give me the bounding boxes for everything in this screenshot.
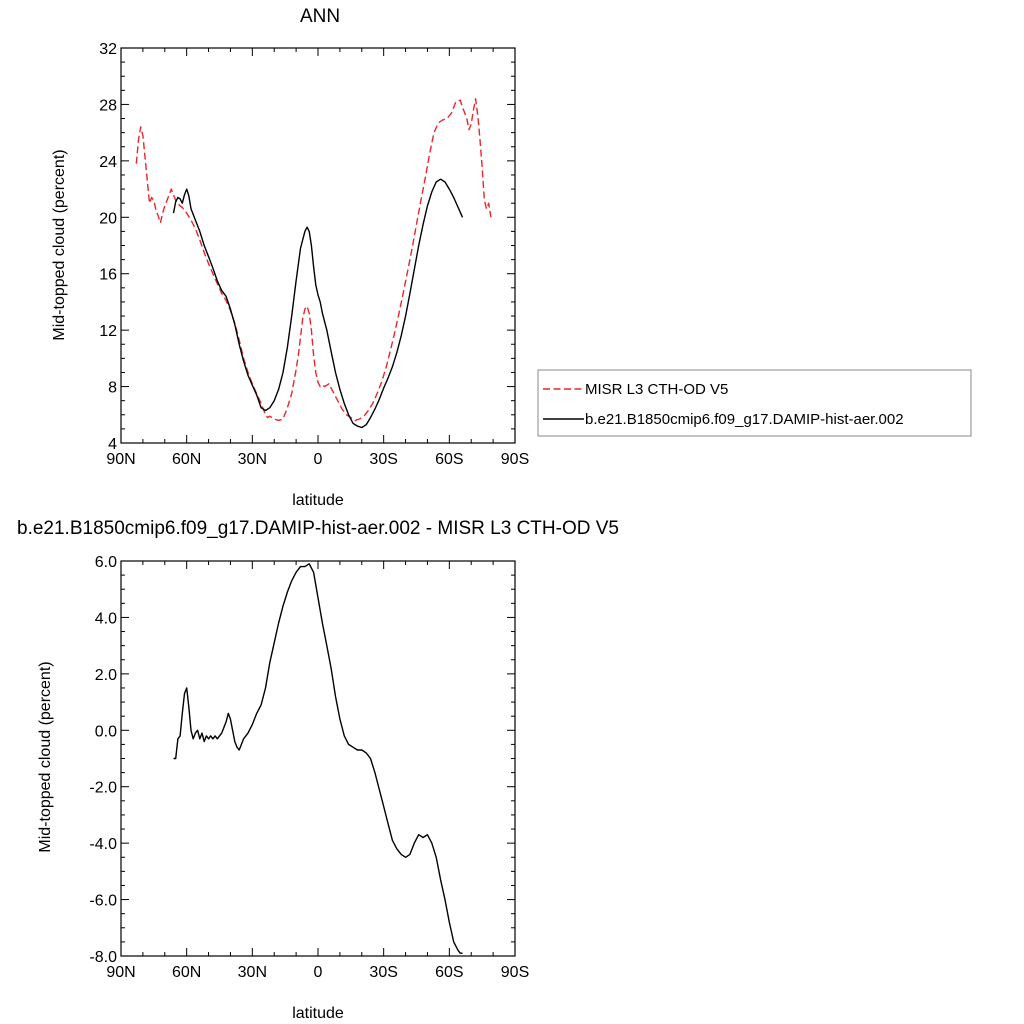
top-chart-y-tick-label: 8 <box>108 380 117 397</box>
top-chart-y-tick-label: 16 <box>99 267 117 284</box>
top-chart-y-tick-label: 28 <box>99 97 117 114</box>
top-chart-x-tick-label: 0 <box>314 451 323 468</box>
top-chart-x-tick-label: 90S <box>501 451 529 468</box>
bottom-chart-x-tick-label: 90S <box>501 964 529 981</box>
top-chart-x-axis-label: latitude <box>292 492 344 509</box>
bottom-chart-y-axis-label: Mid-topped cloud (percent) <box>37 661 54 852</box>
top-chart-series-1-line <box>172 178 464 429</box>
top-chart-y-tick-label: 32 <box>99 41 117 58</box>
top-chart-y-axis-label: Mid-topped cloud (percent) <box>51 149 68 340</box>
top-chart-plot-area: 90N 60N 30N 0 30S 60S 90S 4 8 12 16 20 24 28 32 <box>99 41 529 468</box>
bottom-chart-x-tick-label: 30N <box>238 964 267 981</box>
top-chart-y-tick-label: 20 <box>99 210 117 227</box>
bottom-chart-series-0-line <box>173 563 463 954</box>
top-chart-panel: ANN 90N 60N 30N 0 30S 60S 90S 4 8 12 16 20 24 28 32 la… <box>51 6 529 509</box>
top-chart-series-0-line <box>135 98 492 422</box>
legend-label-model: b.e21.B1850cmip6.f09_g17.DAMIP-hist-aer.… <box>585 411 904 428</box>
bottom-chart-y-tick-label: 6.0 <box>95 554 117 571</box>
top-chart-x-tick-label: 30N <box>238 451 267 468</box>
bottom-chart-y-tick-label: -6.0 <box>89 893 117 910</box>
bottom-chart-y-tick-label: 4.0 <box>95 610 117 627</box>
legend-box <box>537 369 972 437</box>
bottom-chart-x-axis-label: latitude <box>292 1005 344 1022</box>
legend-label-misr: MISR L3 CTH-OD V5 <box>585 381 728 398</box>
bottom-chart-x-tick-label: 0 <box>314 964 323 981</box>
bottom-chart-x-tick-label: 60S <box>435 964 463 981</box>
top-chart-legend: MISR L3 CTH-OD V5 b.e21.B1850cmip6.f09_g… <box>537 369 972 437</box>
bottom-chart-y-tick-label: -8.0 <box>89 949 117 966</box>
bottom-chart-y-tick-label: -2.0 <box>89 780 117 797</box>
top-chart-x-tick-label: 60N <box>172 451 201 468</box>
top-chart-y-tick-label: 12 <box>99 323 117 340</box>
top-chart-x-tick-label: 30S <box>369 451 397 468</box>
bottom-chart-plot-area: 90N 60N 30N 0 30S 60S 90S -8.0 -6.0 -4.0 -2.0 0.0 2.… <box>89 554 529 981</box>
top-chart-y-tick-label: 24 <box>99 154 117 171</box>
bottom-chart-frame <box>120 560 516 957</box>
bottom-chart-x-tick-label: 90N <box>106 964 135 981</box>
top-chart-x-tick-label: 90N <box>106 451 135 468</box>
top-chart-y-tick-label: 4 <box>108 436 117 453</box>
bottom-chart-y-tick-label: 0.0 <box>95 723 117 740</box>
bottom-chart-panel: b.e21.B1850cmip6.f09_g17.DAMIP-hist-aer.… <box>17 518 619 1022</box>
bottom-chart-title: b.e21.B1850cmip6.f09_g17.DAMIP-hist-aer.… <box>17 518 619 539</box>
top-chart-x-tick-label: 60S <box>435 451 463 468</box>
bottom-chart-x-tick-label: 30S <box>369 964 397 981</box>
top-chart-title: ANN <box>300 6 340 27</box>
bottom-chart-y-tick-label: -4.0 <box>89 836 117 853</box>
bottom-chart-y-tick-label: 2.0 <box>95 667 117 684</box>
bottom-chart-x-tick-label: 60N <box>172 964 201 981</box>
